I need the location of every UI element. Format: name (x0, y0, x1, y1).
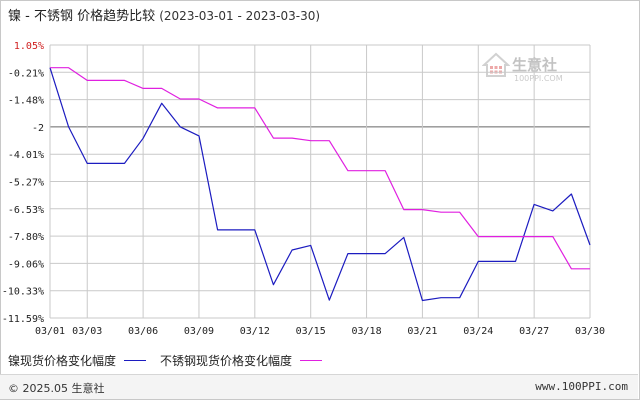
y-tick-label: -5.27% (8, 178, 44, 189)
chart-title-text: 镍 - 不锈钢 价格趋势比较 (8, 9, 156, 24)
y-tick-label: -11.59% (2, 314, 44, 325)
y-tick-label: -0.21% (8, 68, 44, 79)
x-tick-label: 03/09 (184, 326, 214, 337)
x-tick-label: 03/24 (463, 326, 493, 337)
y-tick-label: -9.06% (8, 259, 44, 270)
gridlines (49, 44, 591, 319)
y-tick-label: -6.53% (8, 205, 44, 216)
footer: © 2025.05 生意社 www.100PPI.com (0, 374, 638, 399)
series-lines (49, 67, 591, 302)
y-tick-label: -4.01% (8, 150, 44, 161)
footer-site: www.100PPI.com (535, 380, 628, 393)
legend-label-nickel: 镍现货价格变化幅度 (8, 354, 117, 368)
x-tick-label: 03/18 (351, 326, 381, 337)
x-tick-label: 03/27 (519, 326, 549, 337)
legend-swatch-nickel (124, 360, 147, 361)
x-tick-label: 03/12 (240, 326, 270, 337)
y-tick-label: 1.05% (14, 41, 44, 52)
y-tick-label: -1.48% (8, 96, 44, 107)
x-tick-label: 03/06 (128, 326, 158, 337)
footer-copyright: © 2025.05 生意社 (8, 382, 105, 395)
chart-title: 镍 - 不锈钢 价格趋势比较 (2023-03-01 - 2023-03-30) (8, 5, 320, 24)
x-tick-label: 03/21 (407, 326, 437, 337)
legend-swatch-steel (300, 360, 323, 361)
watermark-url: 100PPI.COM (514, 74, 563, 83)
date-range: (2023-03-01 - 2023-03-30) (159, 9, 321, 23)
nickel-price-line (49, 67, 591, 302)
x-tick-label: 03/03 (72, 326, 102, 337)
legend: 镍现货价格变化幅度 不锈钢现货价格变化幅度 (8, 352, 336, 369)
y-tick-label: -10.33% (2, 287, 44, 298)
y-tick-label: -7.80% (8, 232, 44, 243)
legend-label-steel: 不锈钢现货价格变化幅度 (160, 354, 293, 368)
x-axis-labels: 03/01 03/03 03/06 03/09 03/12 03/15 03/18 03/21… (35, 326, 605, 337)
y-axis-labels: 1.05% -0.21% -1.48% -2 -4.01% -5.27% -6.53% -7.… (2, 41, 44, 325)
y-tick-label: -2 (32, 123, 44, 134)
x-tick-label: 03/30 (575, 326, 605, 337)
x-tick-label: 03/15 (296, 326, 326, 337)
stainless-steel-price-line (50, 67, 590, 270)
x-tick-label: 03/01 (35, 326, 65, 337)
